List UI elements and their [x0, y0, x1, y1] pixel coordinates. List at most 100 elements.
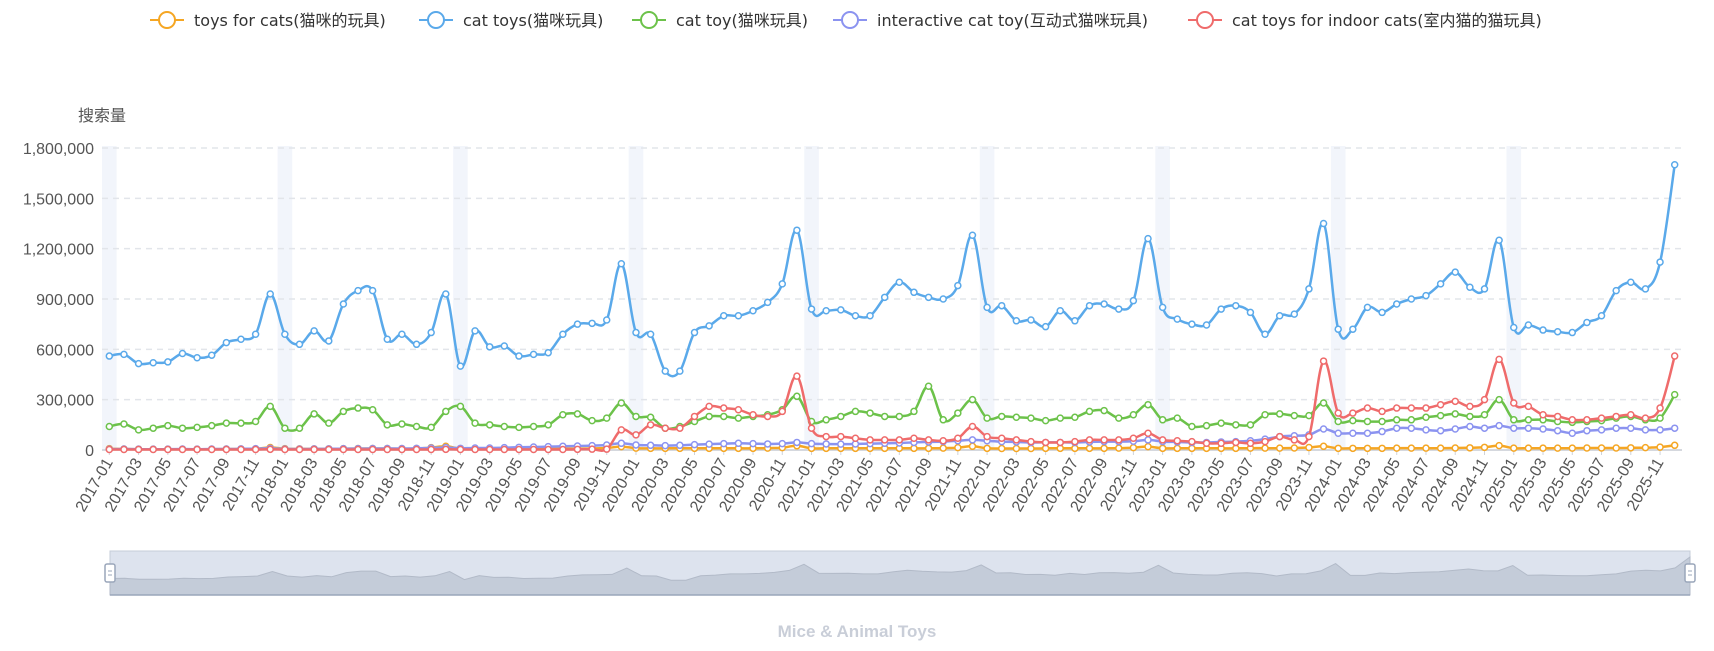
data-point	[1656, 426, 1664, 434]
data-point	[529, 422, 538, 431]
data-point	[866, 436, 874, 444]
data-point	[1466, 402, 1474, 411]
data-point	[1363, 444, 1372, 453]
y-axis: 0 300,000 600,000 900,000 1,200,000 1,500,000…	[23, 141, 94, 460]
data-point	[1100, 444, 1108, 453]
series-2	[105, 161, 1679, 378]
data-point	[1012, 436, 1021, 444]
data-point	[749, 411, 757, 419]
data-point	[1378, 427, 1386, 436]
data-point	[1641, 443, 1650, 452]
data-point	[1378, 308, 1386, 317]
data-zoom-slider[interactable]	[104, 550, 1696, 596]
data-point	[646, 441, 655, 450]
data-point	[866, 409, 874, 417]
data-point	[573, 320, 582, 328]
data-point	[1319, 357, 1328, 365]
data-point	[1451, 444, 1459, 452]
data-point	[895, 436, 904, 444]
data-point	[222, 338, 231, 347]
data-point	[1158, 303, 1167, 312]
data-point	[866, 312, 874, 320]
data-point	[924, 436, 933, 444]
data-point	[778, 407, 787, 416]
data-point	[456, 402, 465, 411]
data-point	[105, 352, 114, 360]
data-point	[237, 419, 245, 427]
zoom-handle-left[interactable]	[104, 563, 116, 583]
legend-label: cat toys for indoor cats(室内猫的猫玩具)	[1232, 11, 1542, 30]
data-point	[1583, 416, 1591, 424]
legend-label: interactive cat toy(互动式猫咪玩具)	[877, 11, 1148, 30]
data-point	[1290, 444, 1299, 452]
data-point	[1319, 425, 1328, 433]
data-point	[997, 412, 1006, 421]
data-point	[602, 445, 611, 453]
legend-item[interactable]: toys for cats(猫咪的玩具)	[150, 11, 386, 30]
year-band	[804, 146, 819, 450]
data-point	[705, 322, 713, 330]
data-point	[222, 445, 231, 454]
data-point	[295, 340, 304, 349]
data-point	[1612, 412, 1620, 421]
data-point	[1539, 444, 1547, 452]
data-point	[705, 440, 713, 448]
data-point	[1363, 417, 1372, 426]
data-point	[1627, 444, 1635, 452]
data-point	[427, 445, 435, 454]
data-point	[1246, 308, 1255, 317]
data-point	[1115, 436, 1123, 444]
data-point	[676, 424, 684, 432]
data-point	[997, 434, 1006, 443]
data-point	[281, 424, 289, 432]
data-point	[559, 411, 567, 419]
data-point	[720, 439, 728, 448]
data-point	[1407, 424, 1416, 432]
zoom-handle-right[interactable]	[1684, 563, 1696, 583]
data-point	[1583, 426, 1591, 435]
year-band	[102, 146, 117, 450]
data-point	[266, 445, 274, 454]
data-point	[1085, 301, 1094, 310]
data-point	[412, 340, 421, 349]
data-point	[1451, 410, 1459, 418]
data-point	[456, 362, 465, 370]
data-point	[310, 445, 318, 454]
data-point	[968, 395, 977, 404]
legend-item[interactable]: cat toys(猫咪玩具)	[419, 11, 603, 30]
data-point	[1656, 414, 1664, 422]
data-point	[778, 280, 787, 288]
data-point	[1436, 411, 1445, 420]
legend-item[interactable]: cat toy(猫咪玩具)	[632, 11, 808, 30]
legend-item[interactable]: cat toys for indoor cats(室内猫的猫玩具)	[1188, 11, 1542, 30]
data-point	[602, 414, 611, 422]
data-point	[1363, 404, 1372, 412]
data-point	[807, 305, 816, 313]
data-point	[178, 349, 187, 358]
data-point	[997, 301, 1006, 310]
data-point	[1539, 411, 1547, 419]
data-point	[1188, 444, 1196, 453]
data-point	[1158, 416, 1167, 424]
y-axis-label: 搜索量	[78, 106, 126, 125]
data-point	[1246, 421, 1255, 429]
data-point	[983, 303, 991, 312]
data-point	[1436, 426, 1445, 435]
data-point	[1480, 443, 1489, 452]
data-point	[559, 445, 567, 454]
y-tick-label: 900,000	[36, 292, 94, 309]
data-point	[1056, 306, 1064, 315]
data-point	[1392, 404, 1401, 412]
data-point	[954, 281, 962, 290]
data-point	[383, 335, 392, 344]
data-point	[1202, 421, 1211, 430]
data-point	[837, 432, 845, 441]
data-point	[1232, 438, 1240, 447]
legend-item[interactable]: interactive cat toy(互动式猫咪玩具)	[833, 11, 1148, 30]
data-point	[149, 445, 157, 454]
year-bands	[102, 146, 1522, 450]
data-point	[368, 445, 377, 454]
data-point	[1422, 413, 1430, 422]
data-point	[1670, 441, 1679, 450]
data-point	[471, 327, 479, 335]
